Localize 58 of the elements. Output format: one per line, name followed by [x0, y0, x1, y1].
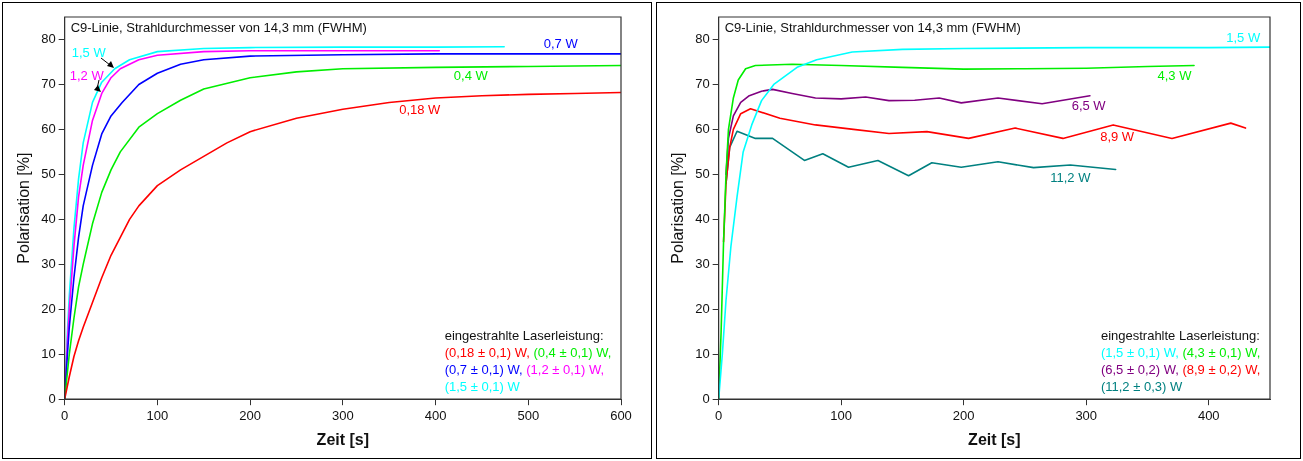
y-tick-label: 60 — [41, 120, 56, 136]
y-tick-label: 80 — [41, 31, 56, 47]
x-tick-label: 0 — [61, 407, 69, 423]
x-tick-label: 600 — [610, 407, 632, 423]
x-tick-label: 300 — [1075, 407, 1098, 423]
x-tick-label: 100 — [830, 407, 853, 423]
y-tick-label: 20 — [695, 300, 710, 316]
y-tick-label: 50 — [695, 165, 710, 181]
x-axis-title: Zeit [s] — [968, 430, 1021, 448]
x-tick-label: 200 — [952, 407, 975, 423]
text: (6,5 ± 0,2) W, — [1100, 362, 1179, 378]
text: (8,9 ± 0,2) W, — [1182, 362, 1261, 378]
chart-title: C9-Linie, Strahldurchmesser von 14,3 mm (FWHM) — [724, 20, 1021, 36]
y-tick-label: 50 — [41, 165, 56, 181]
y-tick-label: 0 — [702, 390, 710, 406]
y-tick-label: 30 — [695, 255, 710, 271]
text: (1,5 ± 0,1) W — [444, 379, 521, 395]
x-tick-label: 500 — [517, 407, 540, 423]
text: (4,3 ± 0,1) W, — [1182, 345, 1261, 361]
annotation: 1,5 W — [1226, 30, 1261, 46]
text: (11,2 ± 0,3) W — [1100, 379, 1183, 395]
annotation: 6,5 W — [1071, 98, 1107, 114]
x-tick-label: 400 — [424, 407, 447, 423]
y-axis-title: Polarisation [%] — [669, 152, 687, 264]
y-tick-label: 40 — [41, 210, 56, 226]
legend-title: eingestrahlte Laserleistung: — [1100, 328, 1260, 344]
x-tick-label: 400 — [1197, 407, 1220, 423]
text: (1,5 ± 0,1) W, — [1100, 345, 1179, 361]
y-tick-label: 10 — [695, 345, 710, 361]
annotation: 0,7 W — [543, 36, 579, 52]
y-tick-label: 80 — [695, 31, 710, 47]
annotation: 4,3 W — [1157, 68, 1193, 84]
text: (0,18 ± 0,1) W, — [444, 345, 530, 361]
y-tick-label: 0 — [48, 390, 56, 406]
y-tick-label: 30 — [41, 255, 56, 271]
y-axis-title: Polarisation [%] — [15, 152, 33, 264]
y-tick-label: 70 — [41, 76, 56, 92]
annotation: 1,2 W — [69, 68, 105, 84]
annotation: 8,9 W — [1100, 129, 1135, 145]
text: (1,2 ± 0,1) W, — [526, 362, 605, 378]
annotation: 0,18 W — [399, 101, 442, 117]
x-axis-title: Zeit [s] — [316, 430, 370, 448]
y-tick-label: 10 — [41, 345, 56, 361]
text: (0,4 ± 0,1) W, — [533, 345, 612, 361]
y-tick-label: 20 — [41, 300, 56, 316]
y-tick-label: 60 — [695, 120, 710, 136]
annotation: 0,4 W — [453, 68, 489, 84]
legend-title: eingestrahlte Laserleistung: — [444, 328, 604, 344]
y-tick-label: 70 — [695, 76, 710, 92]
y-tick-label: 40 — [695, 210, 710, 226]
annotation: 1,5 W — [71, 45, 107, 61]
x-tick-label: 0 — [715, 407, 723, 423]
text: (0,7 ± 0,1) W, — [444, 362, 523, 378]
x-tick-label: 300 — [331, 407, 354, 423]
x-tick-label: 100 — [146, 407, 169, 423]
annotation: 11,2 W — [1050, 169, 1092, 185]
chart-title: C9-Linie, Strahldurchmesser von 14,3 mm (FWHM) — [70, 20, 367, 36]
x-tick-label: 200 — [239, 407, 261, 423]
